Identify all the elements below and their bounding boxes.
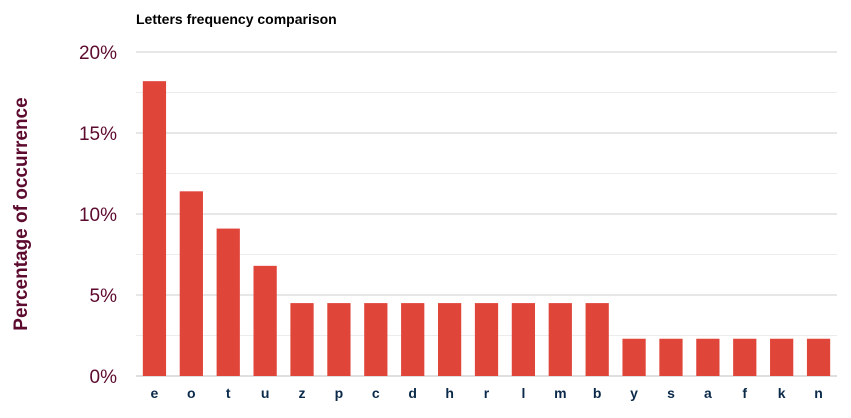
x-tick-label-a: a: [704, 385, 712, 401]
y-tick-labels: 0% 5% 10% 15% 20%: [79, 43, 117, 388]
bar-u: [253, 265, 277, 376]
bar-m: [548, 303, 572, 376]
bar-a: [696, 338, 720, 376]
x-tick-label-f: f: [742, 385, 747, 401]
bar-s: [659, 338, 683, 376]
grid-lines: [136, 51, 837, 377]
bar-f: [733, 338, 757, 376]
bar-k: [770, 338, 794, 376]
y-tick-label: 5%: [90, 286, 118, 307]
x-tick-label-u: u: [261, 385, 270, 401]
y-tick-label: 10%: [79, 205, 117, 226]
y-tick-label: 0%: [90, 367, 118, 388]
x-tick-label-m: m: [554, 385, 566, 401]
x-tick-label-n: n: [814, 385, 823, 401]
bars: [142, 81, 831, 376]
x-tick-label-l: l: [521, 385, 525, 401]
bar-z: [290, 303, 314, 376]
x-tick-label-y: y: [630, 385, 638, 401]
bar-h: [437, 303, 462, 376]
chart-title: Letters frequency comparison: [136, 11, 337, 27]
bar-t: [216, 228, 240, 376]
x-tick-label-e: e: [151, 385, 159, 401]
bar-p: [327, 303, 351, 376]
bar-d: [401, 303, 425, 376]
x-tick-label-p: p: [335, 385, 344, 401]
y-tick-label: 20%: [79, 43, 117, 64]
x-tick-label-t: t: [226, 385, 231, 401]
y-tick-label: 15%: [79, 124, 117, 145]
bar-o: [179, 191, 203, 376]
bar-l: [511, 303, 536, 376]
bar-b: [585, 303, 609, 376]
bar-y: [622, 338, 646, 376]
bar-r: [474, 303, 499, 376]
x-tick-label-b: b: [593, 385, 602, 401]
y-axis-label: Percentage of occurrence: [11, 97, 32, 330]
x-tick-label-o: o: [187, 385, 196, 401]
x-tick-label-d: d: [408, 385, 417, 401]
bar-n: [806, 338, 831, 376]
x-tick-label-c: c: [372, 385, 380, 401]
x-tick-label-s: s: [667, 385, 675, 401]
x-tick-label-k: k: [778, 385, 786, 401]
x-tick-label-h: h: [445, 385, 454, 401]
x-tick-label-z: z: [299, 385, 306, 401]
x-tick-label-r: r: [484, 385, 490, 401]
bar-e: [142, 81, 167, 376]
bar-c: [364, 303, 388, 376]
